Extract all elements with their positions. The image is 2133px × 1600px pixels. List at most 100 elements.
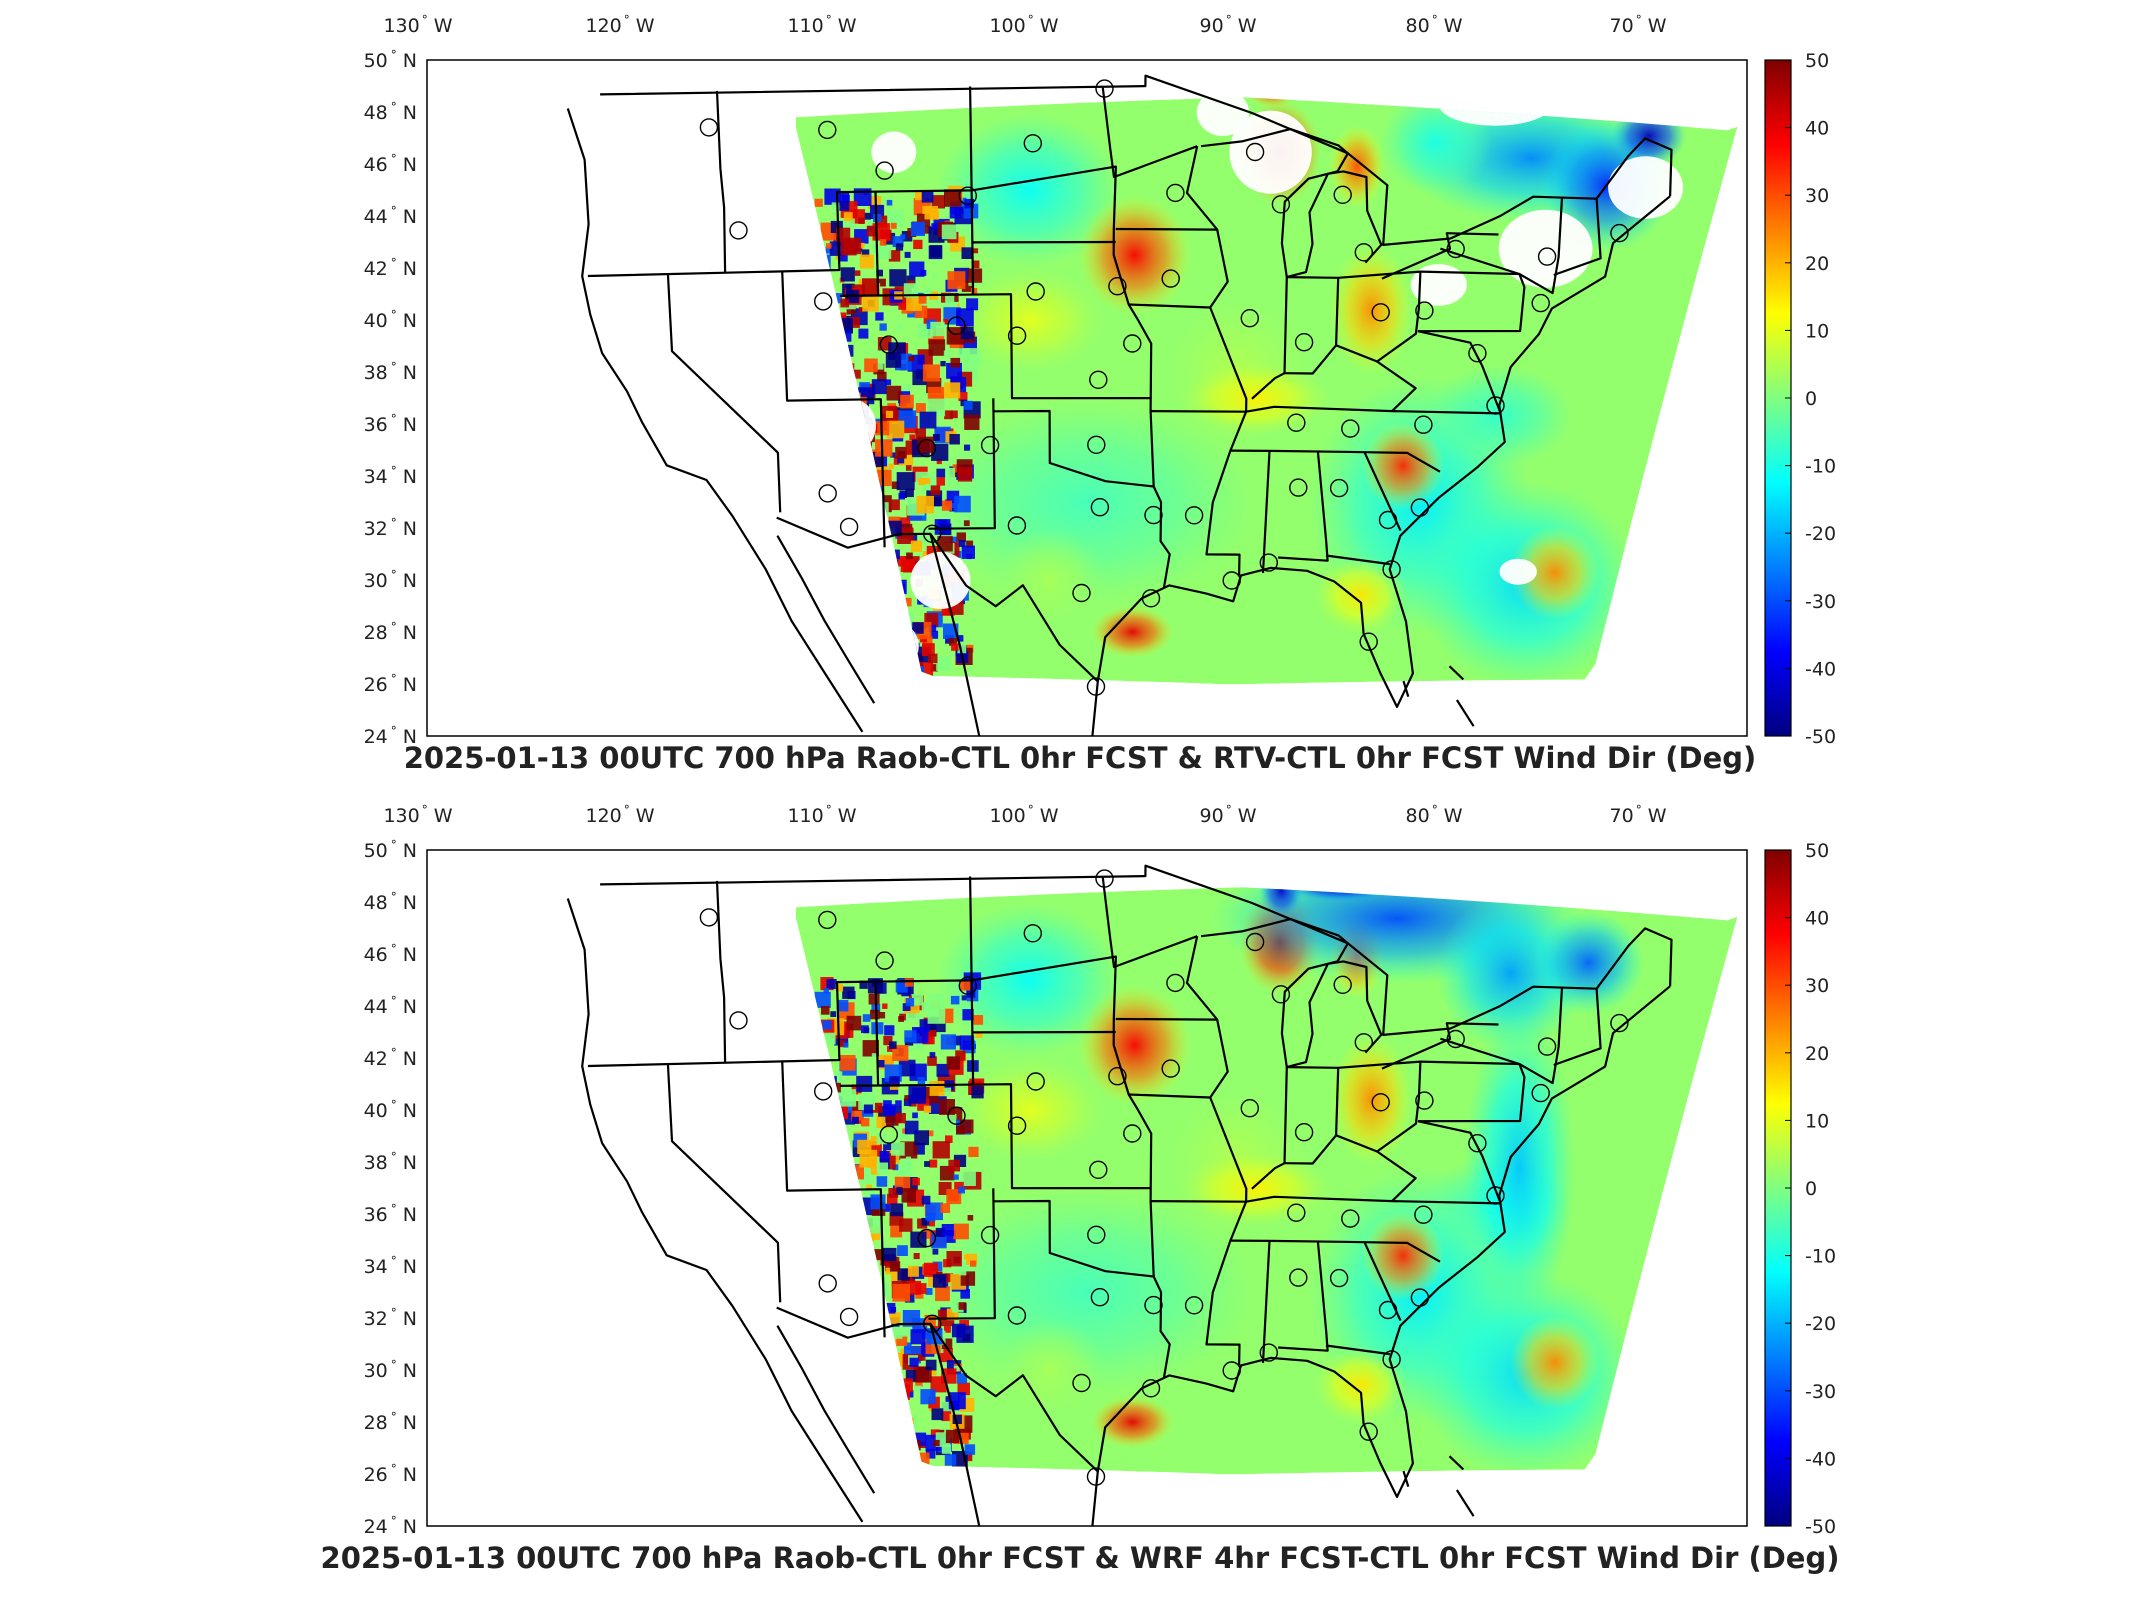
raob-station-marker (1410, 1288, 1430, 1307)
field-noise-cell (973, 248, 979, 254)
field-noise-cell (940, 361, 946, 367)
raob-station-marker (818, 484, 837, 503)
field-noise-cell (946, 1189, 962, 1205)
field-noise-cell (896, 1335, 908, 1346)
raob-station-marker (1095, 79, 1114, 98)
field-noise-cell (955, 1050, 966, 1061)
field-noise-cell (901, 384, 911, 394)
field-noise-cell (870, 1166, 880, 1175)
boundary-line (1417, 1120, 1502, 1204)
latitude-tick-label: 26 ° N (364, 672, 417, 696)
field-noise-cell (832, 293, 843, 304)
raob-station-marker (980, 435, 1000, 455)
field-noise-cell (929, 1030, 937, 1037)
field-noise-cell (923, 1105, 932, 1113)
field-noise-cell (858, 328, 869, 339)
field-noise-cell (964, 1233, 982, 1251)
boundary-line (1278, 451, 1329, 562)
field-noise-cell (875, 439, 893, 457)
field-noise-cell (944, 410, 953, 420)
raob-station-marker (1341, 419, 1360, 438)
field-noise-cell (823, 1032, 836, 1045)
field-noise-cell (946, 1056, 960, 1070)
raob-station-marker (1222, 1361, 1241, 1380)
raob-station-marker (1414, 415, 1433, 434)
field-noise-cell (862, 278, 879, 296)
state-and-coast-outlines (566, 74, 1673, 737)
field-noise-cell (931, 223, 938, 230)
raob-station-marker (1382, 1350, 1401, 1369)
field-noise-cell (940, 1203, 951, 1213)
field-noise-cell (908, 355, 915, 362)
field-noise-cell (858, 307, 864, 313)
raob-station-marker (729, 221, 748, 240)
field-noise-cell (921, 643, 935, 657)
missing-data-patch (1410, 264, 1467, 306)
field-noise-cell (906, 552, 913, 560)
raob-station-marker (1333, 185, 1352, 205)
field-noise-cell (878, 278, 886, 287)
field-noise-cell (826, 243, 832, 249)
field-noise-cell (917, 1366, 927, 1376)
raob-station-marker (1329, 1268, 1349, 1288)
field-noise-cell (907, 1265, 919, 1277)
latitude-tick-label: 34 ° N (364, 464, 417, 488)
field-noise-cell (840, 298, 850, 308)
map-axes-frame (426, 59, 1748, 737)
field-noise-cell (910, 1329, 926, 1345)
latitude-tick-label: 50 ° N (364, 838, 417, 862)
boundary-line (993, 1199, 1154, 1278)
raob-station-marker (1108, 277, 1127, 296)
field-noise-cell (924, 477, 931, 485)
raob-station-marker (1023, 134, 1043, 153)
field-noise-cell (915, 428, 926, 440)
raob-station-marker (923, 524, 942, 543)
field-noise-cell (879, 239, 887, 246)
field-noise-cell (911, 994, 924, 1006)
field-noise-cell (928, 624, 937, 632)
field-noise-cell (887, 1193, 898, 1205)
raob-station-marker (1141, 1379, 1161, 1398)
longitude-tick-label: 100 ° W (989, 803, 1058, 827)
boundary-line (971, 955, 1171, 1379)
raob-station-marker (699, 118, 719, 137)
raob-station-markers (699, 869, 1629, 1486)
field-noise-cell (931, 195, 945, 209)
field-noise-cell (949, 434, 960, 445)
boundary-line (1091, 1471, 1099, 1527)
field-noise-cell (941, 1411, 952, 1422)
latitude-tick-label: 44 ° N (364, 994, 417, 1018)
boundary-line (1553, 988, 1602, 1067)
field-noise-cell (961, 995, 967, 1001)
field-noise-cell (942, 467, 955, 480)
raob-station-marker (917, 1228, 936, 1248)
raob-station-marker (1271, 985, 1291, 1004)
colorbar-tick-label: -20 (1805, 523, 1836, 545)
field-noise-cell (956, 1125, 965, 1135)
field-noise-cell (887, 1046, 893, 1052)
raob-station-marker (1378, 510, 1398, 530)
colorbar-tick-label: -10 (1805, 1246, 1836, 1268)
field-noise-cell (932, 434, 940, 441)
field-noise-cell (889, 499, 900, 511)
raob-station-marker (1166, 973, 1185, 993)
boundary-line (840, 1083, 1151, 1190)
boundary-line (1101, 875, 1198, 969)
raob-station-marker (958, 186, 977, 205)
field-noise-cell (922, 636, 933, 647)
field-noise-cell (904, 1095, 911, 1101)
raob-station-marker (1415, 1091, 1434, 1110)
field-noise-cell (900, 557, 915, 573)
field-noise-cell (903, 283, 919, 298)
boundary-line (600, 864, 1673, 1036)
field-noise-cell (914, 1276, 922, 1284)
field-noise-cell (960, 1289, 970, 1299)
field-noise-cell (915, 1283, 927, 1294)
raob-station-marker (1240, 309, 1260, 328)
colorbar-tick-label: 40 (1805, 118, 1829, 140)
latitude-tick-label: 32 ° N (364, 1306, 417, 1330)
field-noise-cell (864, 358, 878, 373)
field-noise-cell (892, 236, 904, 248)
field-noise-cell (872, 1102, 883, 1113)
field-noise-cell (891, 481, 900, 489)
